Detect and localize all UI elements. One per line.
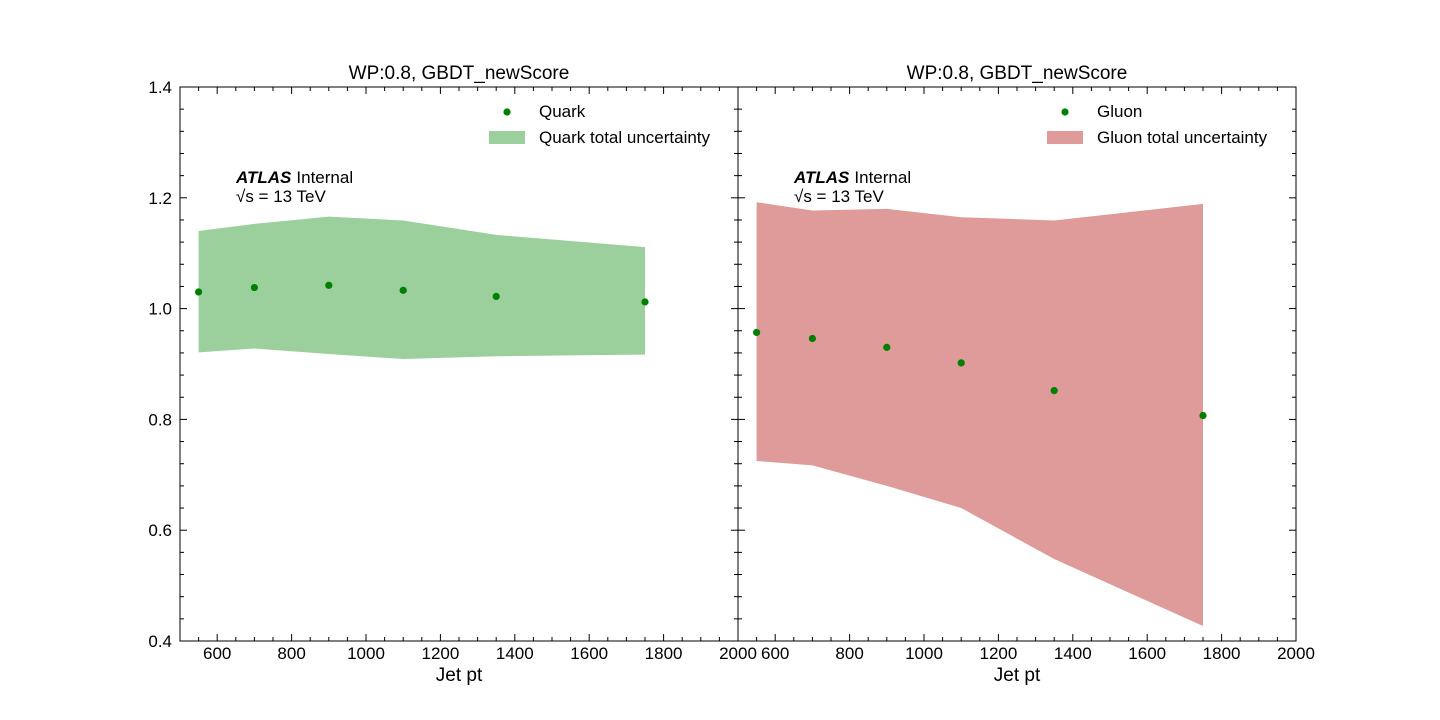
uncertainty-band bbox=[756, 202, 1203, 627]
panel-gluon: 600 800 1000 1200 1400 1600 1800 2000 WP:0.8, GB… bbox=[737, 63, 1315, 686]
x-tick-label: 1000 bbox=[905, 644, 943, 663]
x-tick-label: 1800 bbox=[1203, 644, 1241, 663]
data-point bbox=[195, 288, 203, 296]
y-tick-label: 1.0 bbox=[148, 300, 172, 319]
x-tick-label: 1200 bbox=[979, 644, 1017, 663]
x-tick-label: 600 bbox=[203, 644, 231, 663]
legend-band-label: Quark total uncertainty bbox=[539, 128, 711, 147]
atlas-text: ATLAS bbox=[235, 168, 292, 187]
x-tick-label: 2000 bbox=[719, 644, 757, 663]
x-axis-label: Jet pt bbox=[436, 665, 483, 686]
legend-band-swatch bbox=[489, 131, 525, 144]
uncertainty-band bbox=[198, 216, 645, 360]
atlas-text: ATLAS bbox=[793, 168, 850, 187]
data-point bbox=[883, 343, 891, 351]
data-point bbox=[808, 334, 817, 343]
y-tick-label: 0.8 bbox=[148, 410, 172, 429]
x-tick-label: 1400 bbox=[496, 644, 534, 663]
energy-label: √s = 13 TeV bbox=[794, 187, 884, 206]
legend-band-label: Gluon total uncertainty bbox=[1097, 128, 1268, 147]
panel-quark: 0.4 0.6 0.8 1.0 1.2 1.4 600 800 1000 1200 1400 1600… bbox=[148, 63, 757, 686]
legend-marker bbox=[503, 108, 511, 116]
x-axis-label: Jet pt bbox=[994, 665, 1041, 686]
x-tick-label: 1600 bbox=[570, 644, 608, 663]
data-point bbox=[1199, 411, 1207, 420]
atlas-status: Internal bbox=[296, 168, 353, 187]
data-point bbox=[1050, 386, 1058, 395]
x-tick-label: 800 bbox=[835, 644, 863, 663]
legend-band-swatch bbox=[1047, 131, 1083, 144]
data-point bbox=[399, 286, 407, 294]
x-tick-label: 600 bbox=[761, 644, 789, 663]
data-point bbox=[492, 292, 500, 301]
x-tick-label: 1400 bbox=[1054, 644, 1092, 663]
x-tick-label: 1200 bbox=[421, 644, 459, 663]
legend-marker bbox=[1061, 108, 1069, 116]
energy-label: √s = 13 TeV bbox=[236, 187, 326, 206]
legend-marker-label: Quark bbox=[539, 102, 586, 121]
data-point bbox=[753, 328, 761, 337]
y-tick-label: 0.4 bbox=[148, 632, 172, 651]
x-tick-label: 800 bbox=[277, 644, 305, 663]
y-tick-label: 1.4 bbox=[148, 78, 172, 97]
data-point bbox=[957, 359, 965, 367]
y-tick-label: 1.2 bbox=[148, 189, 172, 208]
legend-marker-label: Gluon bbox=[1097, 102, 1142, 121]
x-tick-label: 2000 bbox=[1277, 644, 1315, 663]
data-point bbox=[250, 283, 258, 292]
data-point bbox=[325, 281, 333, 289]
x-tick-label: 1600 bbox=[1128, 644, 1166, 663]
atlas-label: ATLAS Internal bbox=[793, 168, 911, 187]
x-tick-label: 1000 bbox=[347, 644, 385, 663]
atlas-status: Internal bbox=[854, 168, 911, 187]
data-point bbox=[641, 298, 649, 306]
x-tick-label: 1800 bbox=[645, 644, 683, 663]
y-tick-label: 0.6 bbox=[148, 521, 172, 540]
chart-title: WP:0.8, GBDT_newScore bbox=[907, 63, 1128, 84]
chart-title: WP:0.8, GBDT_newScore bbox=[349, 63, 570, 84]
atlas-label: ATLAS Internal bbox=[235, 168, 353, 187]
